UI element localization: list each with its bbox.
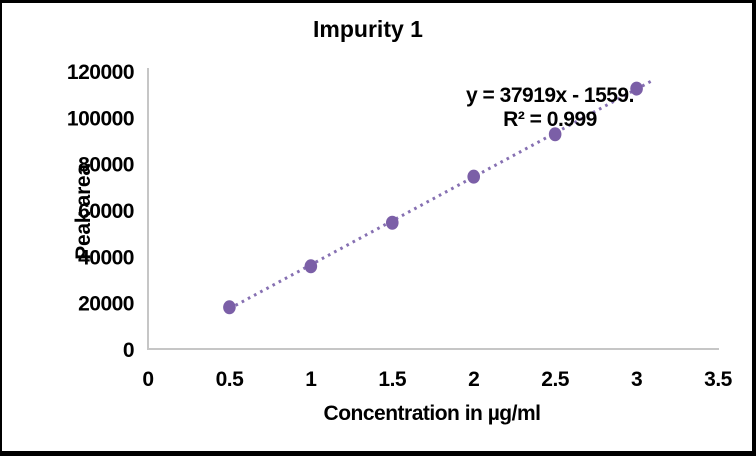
data-point [630, 81, 643, 96]
trendline-r2-line: R² = 0.999 [503, 108, 597, 131]
x-tick-label: 0.5 [216, 368, 245, 391]
chart-title: Impurity 1 [313, 16, 423, 42]
y-tick-label: 100000 [67, 107, 134, 130]
data-point [223, 300, 236, 315]
trendline-equation-line: y = 37919x - 1559. [466, 84, 634, 107]
x-axis-title: Concentration in µg/ml [323, 402, 541, 425]
y-tick-label: 0 [123, 339, 134, 362]
data-point [467, 169, 481, 184]
data-point [304, 259, 318, 274]
x-tick-label: 2 [468, 368, 479, 391]
x-tick-label: 1 [305, 368, 317, 391]
y-tick-label: 40000 [78, 246, 134, 269]
y-tick-label: 80000 [78, 154, 134, 177]
x-tick-label: 3.5 [704, 368, 733, 391]
data-point [548, 127, 562, 142]
x-tick-label: 2.5 [541, 368, 570, 391]
x-tick-label: 0 [142, 368, 153, 391]
x-tick-label: 3 [631, 368, 642, 391]
x-tick-label: 1.5 [378, 368, 407, 391]
trendline-equation: y = 37919x - 1559. R² = 0.999 [466, 84, 634, 132]
data-point [385, 215, 399, 230]
y-tick-label: 20000 [78, 293, 134, 316]
y-axis-title: Peak area [72, 164, 95, 260]
y-tick-label: 60000 [78, 200, 134, 223]
y-tick-label: 120000 [67, 61, 134, 84]
trendline [228, 78, 654, 311]
